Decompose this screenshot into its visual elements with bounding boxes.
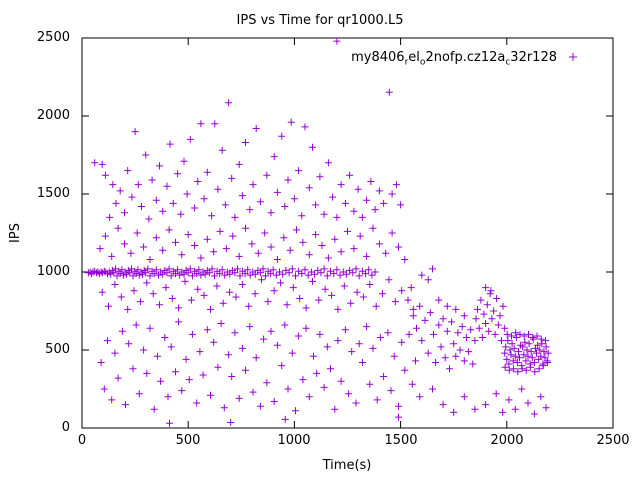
y-tick-label: 500: [45, 342, 70, 357]
y-tick-label: 2500: [36, 30, 70, 45]
y-tick-label: 2000: [36, 108, 70, 123]
x-tick-label: 500: [175, 433, 201, 448]
axis-ticks: [81, 37, 614, 429]
x-tick-label: 0: [77, 433, 87, 448]
x-tick-label: 1000: [277, 433, 311, 448]
legend-label: my8406relo2nofp.cz12ac32r128: [351, 50, 557, 68]
chart-title: IPS vs Time for qr1000.L5: [236, 13, 404, 28]
x-tick-label: 1500: [384, 433, 418, 448]
legend-sample-marker: [569, 53, 577, 61]
y-tick-label: 1000: [36, 264, 70, 279]
series-points: [84, 37, 552, 427]
x-tick-label: 2000: [490, 433, 524, 448]
y-tick-label: 0: [61, 420, 70, 435]
plot-border: [81, 37, 614, 429]
y-axis-label: IPS: [8, 223, 23, 243]
y-tick-label: 1500: [36, 186, 70, 201]
x-axis-label: Time(s): [322, 458, 372, 473]
legend-entry: my8406relo2nofp.cz12ac32r128: [351, 50, 557, 68]
x-tick-label: 2500: [596, 433, 630, 448]
